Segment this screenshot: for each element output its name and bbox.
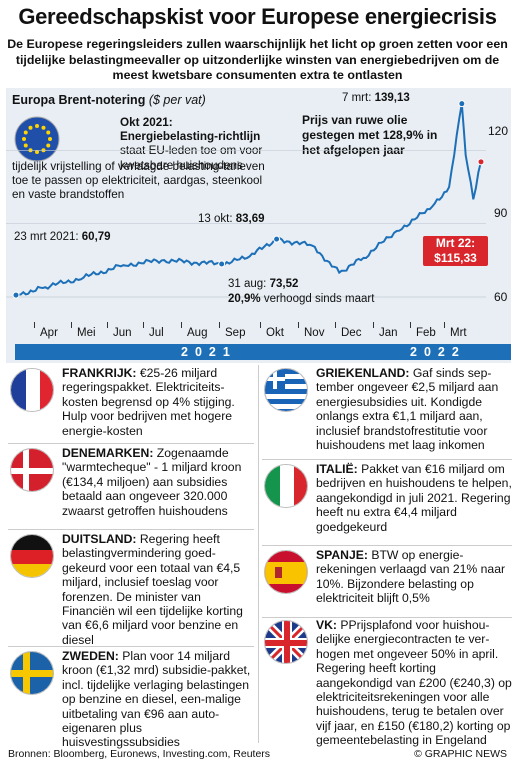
- denmark-text: DENEMARKEN: Zogenaamde "warmtecheque" - …: [62, 446, 242, 518]
- page-title: Gereedschapskist voor Europese energiecr…: [18, 4, 497, 29]
- greece-text: GRIEKENLAND: Gaf sinds sep-tember ongeve…: [316, 366, 499, 453]
- y-tick-90: 90: [494, 206, 508, 220]
- eu-star: [46, 143, 51, 148]
- credit: © GRAPHIC NEWS: [414, 748, 507, 760]
- month-tick: Apr: [40, 327, 58, 339]
- divider-line: [8, 646, 254, 647]
- month-tick: Aug: [187, 327, 208, 339]
- annotation-31aug-pct: 20,9% verhoogd sinds maart: [228, 293, 375, 305]
- chart-title: Europa Brent-notering ($ per vat): [12, 93, 206, 107]
- eu-star: [23, 143, 28, 148]
- month-tick-mark: [181, 322, 182, 328]
- month-tick-mark: [410, 322, 411, 328]
- y-tick-60: 60: [494, 290, 508, 304]
- eu-star: [22, 137, 26, 141]
- data-point: [218, 260, 226, 268]
- divider-line: [8, 443, 254, 444]
- sources: Bronnen: Bloomberg, Euronews, Investing.…: [8, 748, 271, 760]
- month-tick-mark: [71, 322, 72, 328]
- france-text: FRANKRIJK: €25-26 miljard regeringspakke…: [62, 366, 235, 438]
- italy-text: ITALIË: Pakket van €16 miljard om bedrij…: [316, 462, 512, 534]
- column-divider: [258, 365, 259, 743]
- price-rise-note: Prijs van ruwe olie gestegen met 128,9% …: [302, 113, 438, 157]
- eu-star: [46, 130, 51, 135]
- annotation-31aug: 31 aug: 73,52: [228, 278, 299, 290]
- annotation-7mrt: 7 mrt: 139,13: [342, 92, 410, 104]
- eu-flag-icon: [14, 116, 60, 162]
- divider-line: [262, 545, 512, 546]
- brent-line-chart: [6, 100, 486, 299]
- month-tick: Okt: [266, 327, 284, 339]
- chart-panel: [6, 88, 511, 363]
- year-bar: 2021 2022: [15, 344, 511, 360]
- month-tick-mark: [34, 322, 35, 328]
- denmark-flag-icon: [10, 448, 54, 492]
- uk-text: VK: PPrijsplafond voor huishou-delijke e…: [316, 618, 512, 748]
- data-point: [477, 158, 485, 166]
- italy-flag-icon: [264, 464, 308, 508]
- divider-line: [262, 617, 512, 618]
- eu-star: [28, 125, 33, 130]
- month-tick-mark: [444, 322, 445, 328]
- eu-star: [41, 125, 46, 130]
- eu-star: [23, 130, 28, 135]
- intro-text: De Europese regeringsleiders zullen waar…: [7, 37, 508, 82]
- mrt22-badge: Mrt 22: $115,33: [423, 236, 488, 266]
- divider-line: [8, 529, 254, 530]
- annotation-23mrt: 23 mrt 2021: 60,79: [14, 231, 111, 243]
- sweden-flag-icon: [10, 651, 54, 695]
- month-tick: Jul: [149, 327, 164, 339]
- month-tick-mark: [298, 322, 299, 328]
- eu-star: [35, 150, 39, 154]
- month-tick: Dec: [341, 327, 362, 339]
- month-tick: Mei: [77, 327, 96, 339]
- okt-directive-body: tijdelijk vrijstelling of verlaagde bela…: [12, 160, 265, 202]
- month-tick: Feb: [416, 327, 436, 339]
- month-tick: Nov: [304, 327, 325, 339]
- month-tick-mark: [335, 322, 336, 328]
- month-tick: Jan: [379, 327, 398, 339]
- month-tick-mark: [260, 322, 261, 328]
- month-tick-mark: [219, 322, 220, 328]
- divider-line: [262, 459, 512, 460]
- greece-flag-icon: [264, 368, 308, 412]
- month-tick: Mrt: [450, 327, 467, 339]
- germany-flag-icon: [10, 534, 54, 578]
- eu-star: [35, 124, 39, 128]
- month-tick: Jun: [113, 327, 132, 339]
- month-tick-mark: [107, 322, 108, 328]
- month-tick-mark: [373, 322, 374, 328]
- okt-directive-headline: Okt 2021: Energiebelasting-richtlijn sta…: [120, 116, 263, 172]
- germany-text: DUITSLAND: Regering heeft belastingvermi…: [62, 532, 243, 647]
- eu-star: [48, 137, 52, 141]
- data-point: [458, 100, 466, 108]
- uk-flag-icon: [264, 620, 308, 664]
- year-2022: 2022: [410, 345, 466, 359]
- month-tick-mark: [143, 322, 144, 328]
- spain-flag-icon: [264, 550, 308, 594]
- spain-text: SPANJE: BTW op energie-rekeningen verlaa…: [316, 548, 506, 606]
- data-point: [12, 291, 20, 299]
- sweden-text: ZWEDEN: Plan voor 14 miljard kroon (€1,3…: [62, 649, 251, 750]
- annotation-13okt: 13 okt: 83,69: [198, 213, 265, 225]
- year-2021: 2021: [181, 345, 237, 359]
- france-flag-icon: [10, 368, 54, 412]
- y-tick-120: 120: [488, 124, 509, 138]
- data-point: [273, 235, 281, 243]
- month-tick: Sep: [225, 327, 246, 339]
